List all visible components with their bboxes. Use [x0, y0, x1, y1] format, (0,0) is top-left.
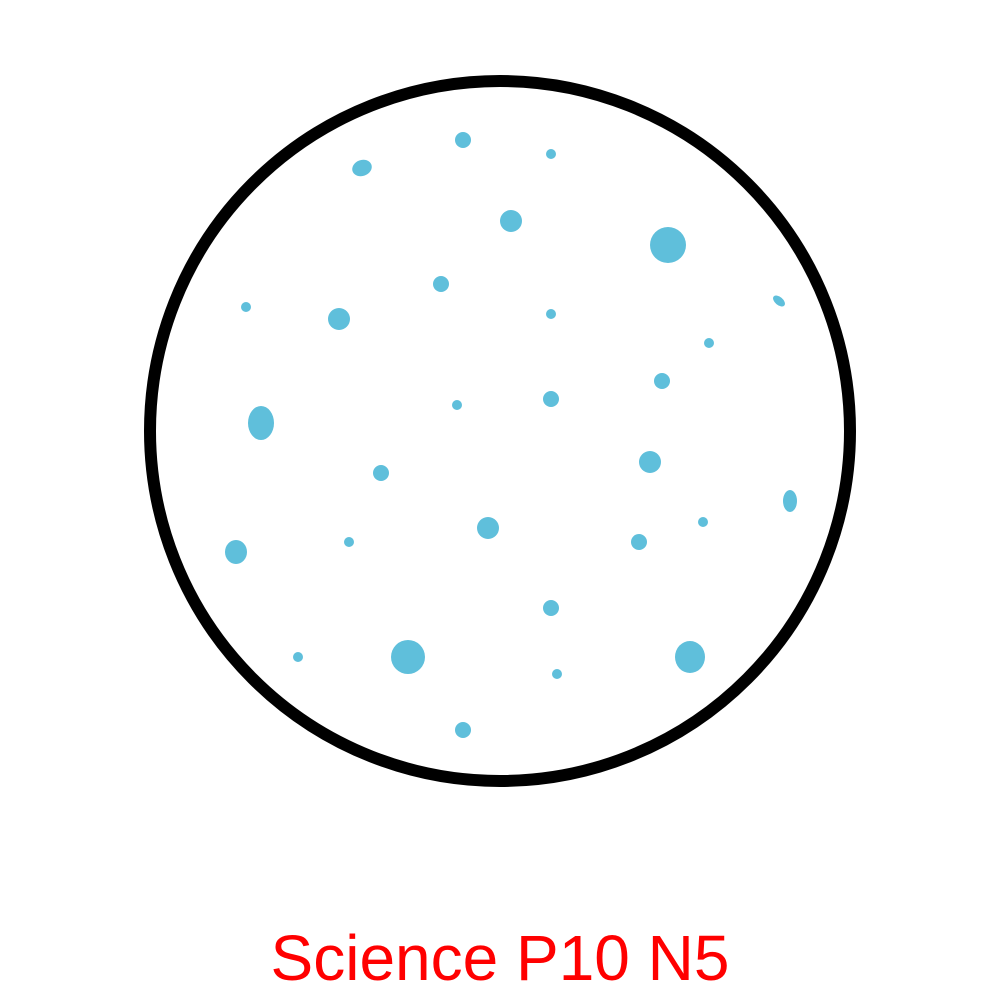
particle	[552, 669, 562, 679]
particle	[344, 537, 354, 547]
particle	[455, 722, 471, 738]
particle	[373, 465, 389, 481]
particle	[650, 227, 686, 263]
particle	[455, 132, 471, 148]
caption-label: Science P10 N5	[270, 922, 730, 994]
particle	[543, 391, 559, 407]
particle	[698, 517, 708, 527]
particle	[546, 309, 556, 319]
particle-group	[225, 132, 797, 738]
particle	[654, 373, 670, 389]
particle	[704, 338, 714, 348]
particle	[500, 210, 522, 232]
particle	[477, 517, 499, 539]
particle	[328, 308, 350, 330]
particle	[433, 276, 449, 292]
particle	[675, 641, 705, 673]
particle	[452, 400, 462, 410]
particle	[543, 600, 559, 616]
particle	[391, 640, 425, 674]
particle	[352, 159, 372, 177]
particle	[241, 302, 251, 312]
particle	[639, 451, 661, 473]
particle	[783, 490, 797, 512]
particle	[773, 295, 785, 307]
particle	[631, 534, 647, 550]
particle	[248, 406, 274, 440]
particle	[225, 540, 247, 564]
dish-outline	[144, 75, 856, 787]
particle	[546, 149, 556, 159]
particle	[293, 652, 303, 662]
